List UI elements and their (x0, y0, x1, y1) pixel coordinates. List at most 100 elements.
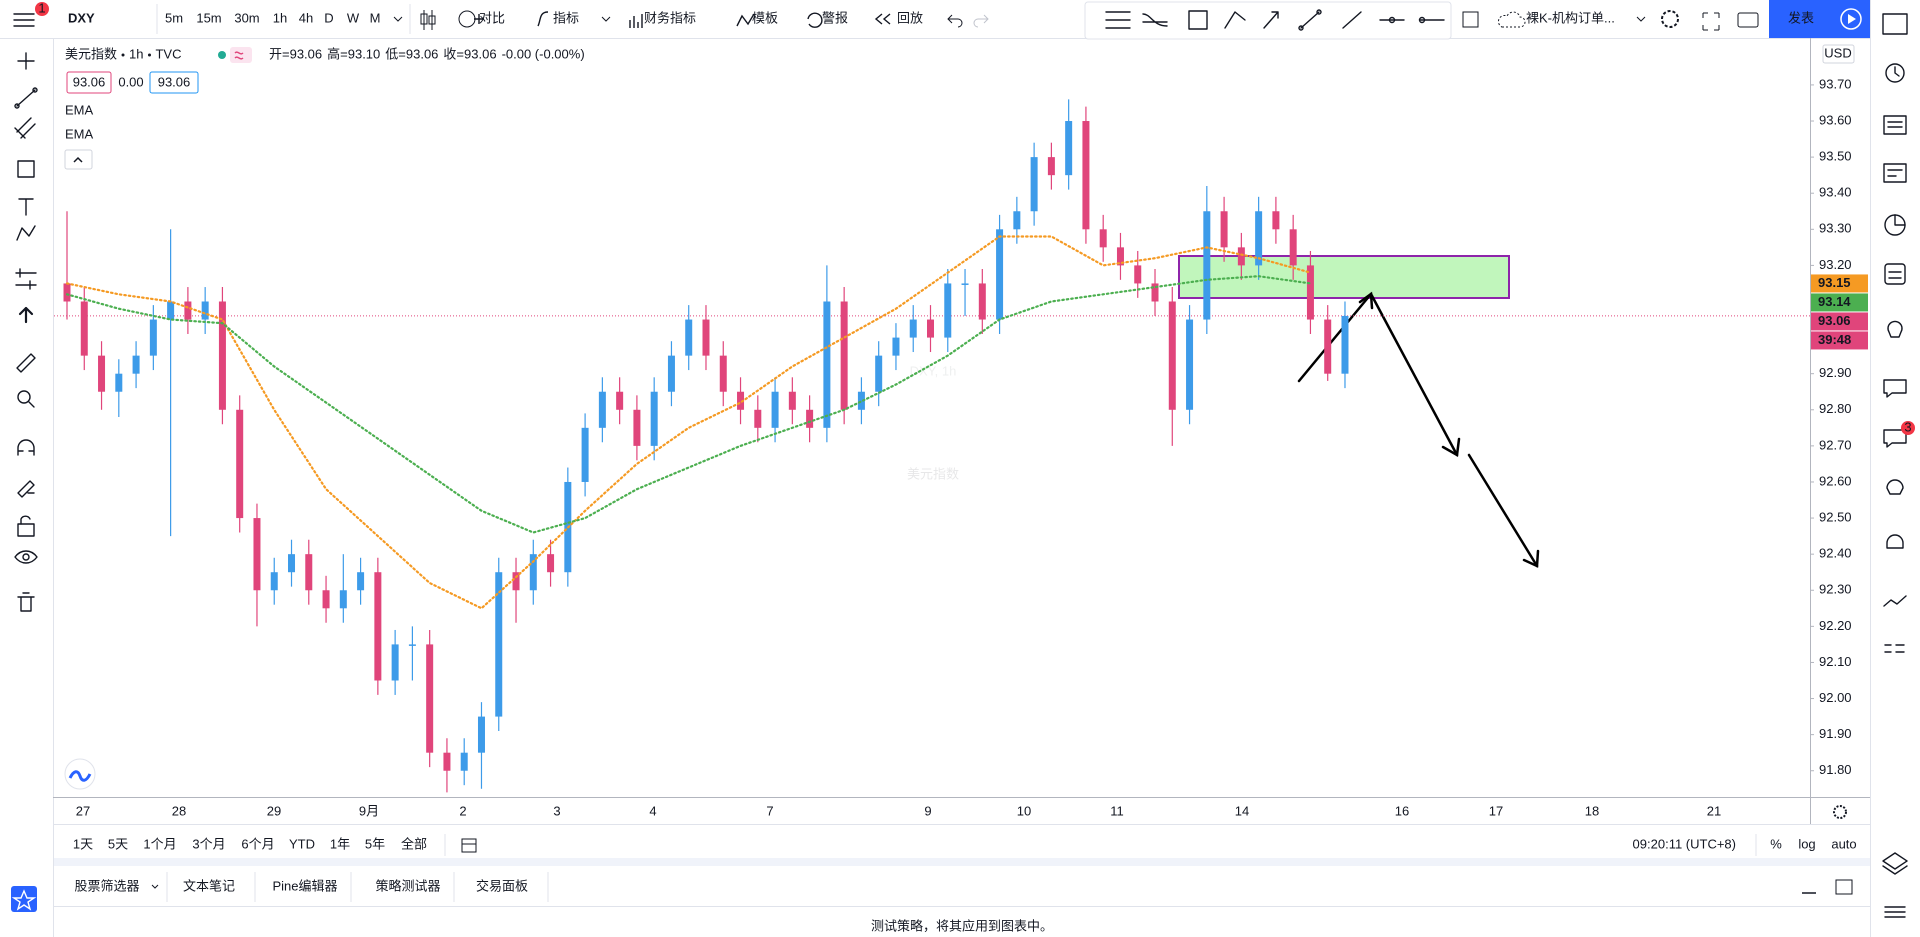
interval-button[interactable]: 15m (196, 10, 221, 25)
status-pill (230, 47, 252, 63)
interval-button[interactable]: 5m (165, 10, 183, 25)
interval-button[interactable]: 30m (234, 10, 259, 25)
interval-button[interactable]: M (370, 10, 381, 25)
candle-body (184, 301, 192, 320)
y-tick-label: 92.90 (1819, 365, 1852, 380)
candle-body (927, 319, 934, 338)
candle-body (80, 301, 88, 356)
axis-settings[interactable] (1833, 805, 1847, 819)
toolbar-button[interactable]: 模板 (752, 10, 778, 25)
favorites-button[interactable] (11, 886, 37, 912)
toolbar-button[interactable]: 对比 (479, 10, 505, 25)
candle-body (598, 391, 606, 428)
alerts-badge (1901, 421, 1915, 435)
fullscreen-icon[interactable] (1702, 12, 1720, 31)
candle-body (754, 409, 762, 428)
x-tick-label: 7 (766, 803, 773, 818)
spread: 0.00 (118, 74, 143, 89)
zone-rectangle[interactable] (1178, 255, 1510, 299)
range-button[interactable]: 全部 (401, 836, 427, 851)
panel-tab[interactable]: 文本笔记 (183, 878, 235, 893)
candle-body (633, 409, 641, 446)
range-button[interactable]: 6个月 (241, 836, 274, 851)
price-marker-bg (1811, 274, 1868, 293)
scale-option[interactable]: log (1798, 836, 1815, 851)
candle-body (63, 283, 71, 302)
range-button[interactable]: 5天 (108, 836, 128, 851)
candle-body (1186, 319, 1194, 410)
candle-body (132, 355, 140, 374)
dot (147, 53, 151, 57)
play-triangle (1848, 14, 1856, 24)
button-icon (807, 12, 823, 28)
publish-button[interactable] (1769, 0, 1833, 38)
toolbar-button[interactable]: 指标 (553, 10, 579, 25)
indicator-name[interactable]: EMA (65, 102, 94, 117)
candle-body (495, 572, 503, 717)
candle-body (1030, 157, 1038, 212)
interval-button[interactable]: 1h (273, 10, 287, 25)
x-tick-label: 21 (1707, 803, 1721, 818)
currency-label: USD (1824, 45, 1851, 60)
last-price-marker: 93.06 (1818, 313, 1851, 328)
panel-tab[interactable]: 股票筛选器 (74, 878, 139, 893)
x-tick-label: 29 (267, 803, 281, 818)
range-button[interactable]: 3个月 (192, 836, 225, 851)
x-tick-label: 4 (649, 803, 656, 818)
drawing-toolbar-icons[interactable] (1105, 9, 1445, 31)
candle-body (667, 355, 675, 392)
toolbar-button[interactable]: 财务指标 (644, 10, 696, 25)
range-button[interactable]: YTD (289, 836, 315, 851)
panel-tab[interactable]: 交易面板 (476, 878, 528, 893)
candle-body (477, 716, 485, 753)
interval-button[interactable]: W (347, 10, 360, 25)
notification-badge (35, 2, 49, 16)
scale-option[interactable]: % (1770, 836, 1782, 851)
candle-body (1237, 247, 1245, 266)
x-tick-label: 17 (1489, 803, 1503, 818)
candle-body (1289, 229, 1297, 266)
maximize-icon[interactable] (1835, 879, 1853, 895)
x-tick-label: 2 (459, 803, 466, 818)
panel-tab[interactable]: 策略测试器 (375, 878, 440, 893)
indicator-name[interactable]: EMA (65, 126, 94, 141)
arrow-drawings[interactable] (1297, 291, 1540, 568)
change: -0.00 (-0.00%) (502, 46, 585, 61)
panel-tab[interactable]: Pine编辑器 (272, 878, 337, 893)
range-button[interactable]: 1个月 (143, 836, 176, 851)
candle-body (253, 518, 261, 591)
ohlc-value: 93.06 (464, 46, 497, 61)
candle-body (1272, 211, 1280, 230)
scale-option[interactable]: auto (1831, 836, 1856, 851)
publish-label[interactable]: 发表 (1788, 10, 1814, 25)
interval-button[interactable]: D (324, 10, 333, 25)
candle-body (115, 373, 123, 392)
drawing-toolbar (1084, 1, 1452, 40)
template-name[interactable]: 裸K-机构订单... (1526, 10, 1615, 25)
y-tick-label: 92.80 (1819, 401, 1852, 416)
x-tick-label: 18 (1585, 803, 1599, 818)
symbol[interactable]: DXY (68, 10, 95, 25)
candle-body (1220, 211, 1228, 248)
y-tick-label: 92.60 (1819, 473, 1852, 488)
toolbar-button[interactable]: 回放 (897, 10, 923, 25)
candle-body (305, 554, 313, 591)
play-icon (1840, 8, 1862, 30)
countdown-bg (1811, 331, 1868, 350)
interval-button[interactable]: 4h (299, 10, 313, 25)
goto-icon[interactable] (461, 838, 477, 853)
candle-body (1116, 247, 1124, 266)
toolbar-button[interactable]: 警报 (822, 10, 848, 25)
range-button[interactable]: 1年 (330, 836, 350, 851)
dot (121, 53, 125, 57)
y-tick-label: 91.90 (1819, 726, 1852, 741)
range-button[interactable]: 1天 (73, 836, 93, 851)
candle-body (737, 391, 745, 410)
settings-icon[interactable] (1661, 10, 1679, 28)
range-button[interactable]: 5年 (365, 836, 385, 851)
candle-body (512, 572, 520, 591)
side-icons[interactable] (13, 13, 1908, 918)
camera-icon[interactable] (1737, 12, 1759, 28)
candle-body (1099, 229, 1107, 248)
